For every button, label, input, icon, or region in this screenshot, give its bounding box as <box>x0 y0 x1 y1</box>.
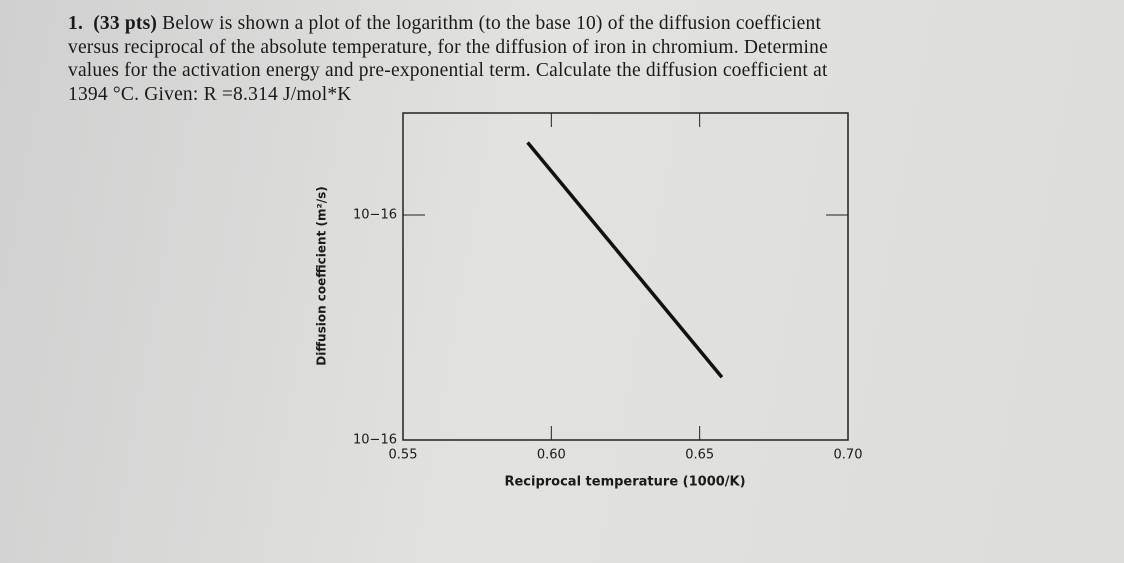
x-axis-label: Reciprocal temperature (1000/K) <box>504 475 745 490</box>
plot-frame <box>402 112 849 441</box>
problem-number: 1. <box>68 13 84 34</box>
x-tick-label: 0.70 <box>834 448 863 463</box>
problem-line: versus reciprocal of the absolute temper… <box>68 36 828 58</box>
x-tick-label: 0.65 <box>685 448 714 463</box>
problem-text: 1. (33 pts) Below is shown a plot of the… <box>68 12 828 106</box>
y-tick-label: 10−16 <box>353 207 397 222</box>
problem-line: 1394 °C. Given: R =8.314 J/mol*K <box>68 83 352 105</box>
x-tick-label: 0.55 <box>389 448 418 463</box>
problem-line: 1. (33 pts) Below is shown a plot of the… <box>68 12 828 36</box>
x-tick-label: 0.60 <box>537 448 566 463</box>
problem-points: (33 pts) <box>93 13 158 34</box>
problem-line: values for the activation energy and pre… <box>68 60 828 81</box>
y-tick-label: 10−16 <box>353 433 397 448</box>
data-line <box>526 141 724 379</box>
y-axis-label: Diffusion coefficient (m²/s) <box>315 186 329 366</box>
problem-line-text: Below is shown a plot of the logarithm (… <box>162 13 822 34</box>
